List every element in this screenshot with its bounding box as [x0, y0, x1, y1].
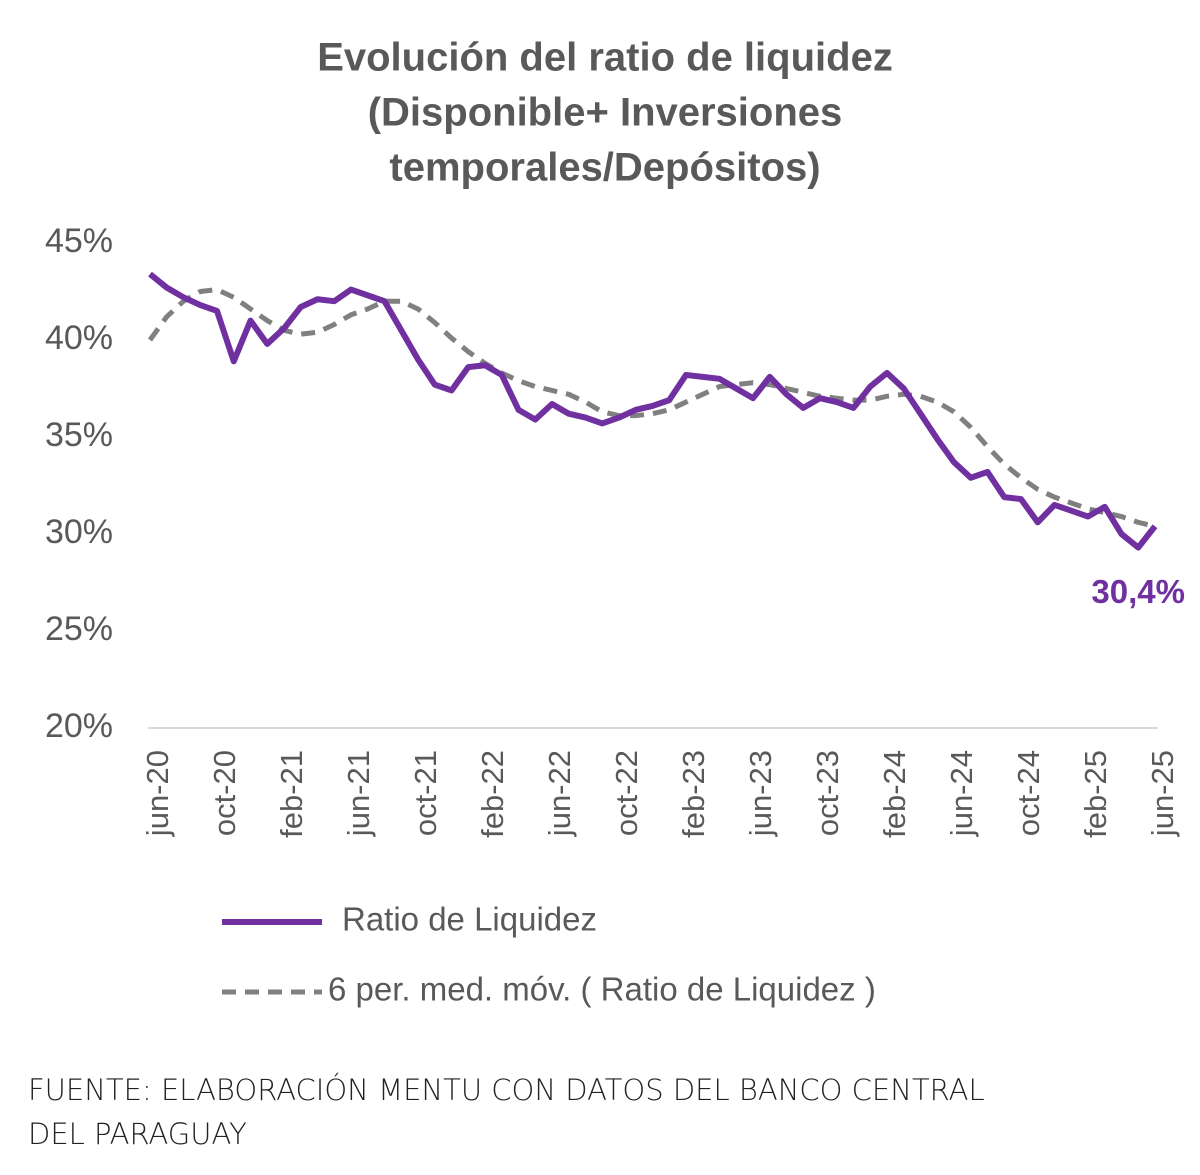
x-tick-label: oct-23: [810, 750, 845, 836]
x-tick-label: jun-20: [140, 750, 175, 837]
series-line: [148, 271, 1158, 551]
x-tick-label: oct-21: [408, 750, 443, 836]
y-tick-label: 30%: [45, 513, 113, 551]
x-tick-label: oct-20: [207, 750, 242, 836]
data-label: 30,4%: [1091, 573, 1185, 610]
legend-label: Ratio de Liquidez: [342, 901, 597, 938]
x-tick-label: jun-22: [542, 750, 577, 837]
chart-title: (Disponible+ Inversiones: [368, 91, 843, 135]
x-tick-label: oct-22: [609, 750, 644, 836]
y-tick-label: 40%: [45, 319, 113, 357]
chart-title: temporales/Depósitos): [389, 146, 820, 190]
x-tick-label: feb-23: [676, 750, 711, 838]
x-tick-label: oct-24: [1011, 750, 1046, 836]
y-tick-label: 20%: [45, 707, 113, 745]
x-tick-label: jun-21: [341, 750, 376, 837]
source-note: FUENTE: ELABORACIÓN MENTU CON DATOS DEL …: [28, 1073, 985, 1107]
x-tick-label: jun-24: [944, 750, 979, 837]
y-tick-label: 35%: [45, 416, 113, 454]
x-tick-label: feb-25: [1078, 750, 1113, 838]
x-tick-label: feb-24: [877, 750, 912, 838]
x-tick-label: jun-23: [743, 750, 778, 837]
legend-label: 6 per. med. móv. ( Ratio de Liquidez ): [328, 971, 876, 1008]
chart-title: Evolución del ratio de liquidez: [317, 36, 893, 80]
x-tick-label: feb-22: [475, 750, 510, 838]
x-tick-label: jun-25: [1145, 750, 1180, 837]
x-tick-label: feb-21: [274, 750, 309, 838]
y-tick-label: 25%: [45, 610, 113, 648]
source-note: DEL PARAGUAY: [28, 1117, 247, 1151]
y-tick-label: 45%: [45, 222, 113, 260]
